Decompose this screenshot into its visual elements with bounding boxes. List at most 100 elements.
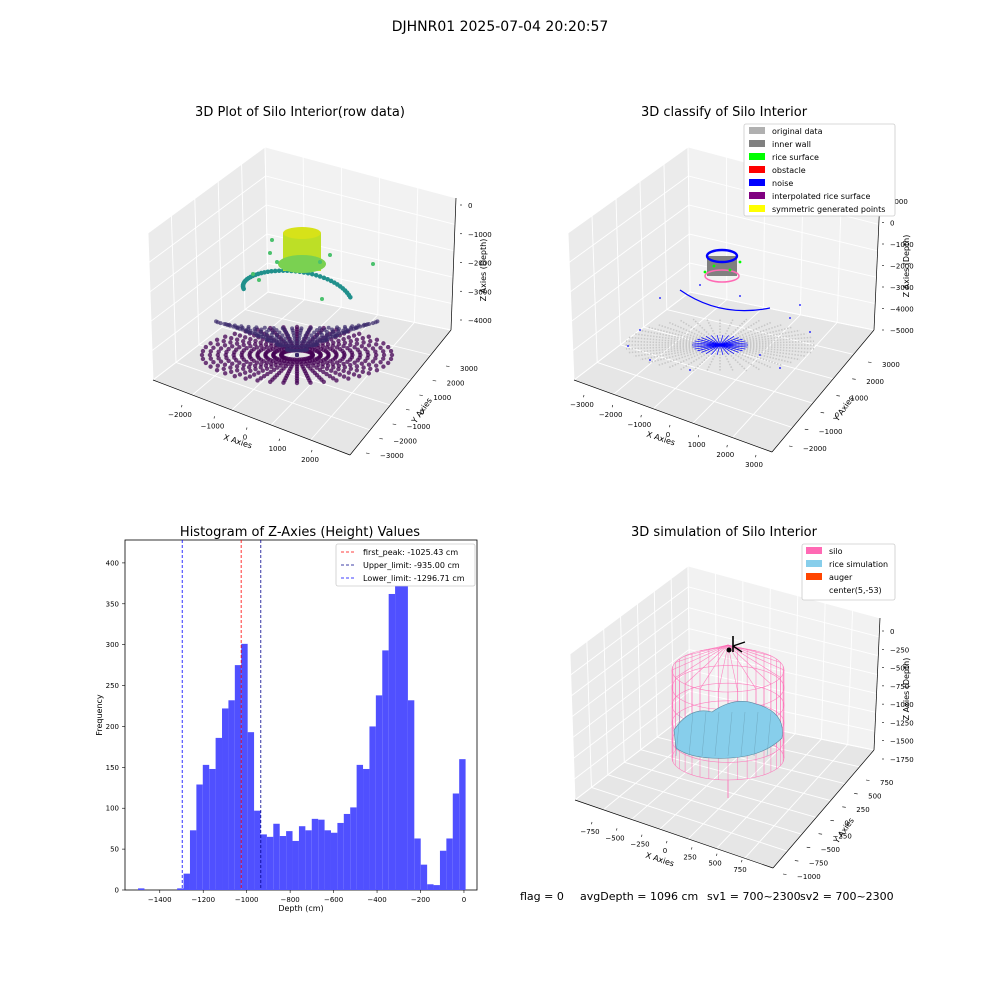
raw-point [324,366,330,371]
y-tick-label: 250 [106,682,119,690]
y-axis-line [771,329,875,453]
tick-label: −500 [821,846,840,854]
legend-swatch [806,547,822,554]
histogram-bar [177,888,184,890]
raw-point [330,327,335,332]
raw-point [203,360,209,366]
noise-point [627,345,629,347]
noise-ray [719,344,729,355]
raw-point [287,336,292,341]
noise-point [809,331,811,333]
grid-line [264,146,269,293]
floor-pane [575,712,874,868]
grid-line [569,653,576,801]
histogram-bar [414,838,421,890]
histogram-bar [427,884,434,890]
histogram-bar [420,864,428,890]
histogram-bar [311,818,319,890]
histogram-bar [209,768,216,890]
raw-point [385,360,391,366]
raw-point [317,326,322,331]
raw-point [357,373,362,379]
noise-ray [692,342,721,346]
tick-label: −3000 [380,452,404,460]
raw-3d-plot: 3D Plot of Silo Interior(row data) −2000… [147,105,492,464]
grid-line [687,146,691,293]
noise-ray [701,337,721,346]
grid-line [624,761,817,818]
raw-point [299,326,304,331]
histogram-bar [254,810,261,890]
tick-label: 0 [243,434,247,442]
raw-point [274,342,279,347]
histogram-bar [439,850,447,890]
histogram-bar [292,840,299,890]
tick-mark [820,412,825,414]
histogram-bar [407,700,415,890]
raw-point [295,353,299,357]
raw-point [348,366,354,371]
raw-point [341,350,347,356]
raw-point [341,336,346,342]
raw-point [314,328,319,333]
grid-line [643,326,834,380]
legend-label: silo [829,547,843,556]
tick-mark [818,833,823,835]
legend-swatch [749,127,765,134]
raw-point [223,371,228,376]
grid-line [567,232,575,381]
original-ray [633,332,721,346]
raw-point [226,346,231,352]
raw-point [333,370,338,375]
raw-point [341,368,346,374]
y-tick-label: 0 [115,887,119,895]
raw-point [282,339,287,344]
original-ray [692,318,721,346]
raw-point [348,339,354,344]
z-axis-line [873,617,881,751]
histogram-bar [375,695,383,890]
tick-label: −3000 [890,284,914,292]
tick-mark [854,793,858,795]
raw-point [248,336,253,342]
raw-point [336,363,342,368]
raw-point [318,351,323,357]
tick-mark [591,821,593,825]
raw-point [329,368,334,373]
x-tick-label: −400 [367,896,386,904]
tick-label: −2000 [890,263,914,271]
histogram-bar [222,708,229,890]
tick-mark [836,395,840,397]
legend-label: Lower_limit: -1296.71 cm [363,574,465,583]
noise-ray [705,344,721,354]
silo-roof-line [727,644,781,678]
tick-label: −2000 [468,260,492,268]
raw-point [374,342,379,347]
raw-point [351,372,357,377]
grid-line [794,595,799,734]
left-pane [148,147,268,380]
raw-point [200,356,206,362]
grid-line [732,322,838,438]
y-axis-line [772,749,875,869]
raw-point [374,367,380,373]
classify-legend-entries: original data inner wall rice surface obsta… [749,127,885,214]
raw-point [214,319,219,324]
raw-point [308,326,313,331]
raw-point [349,350,355,355]
raw-point [360,369,366,375]
raw-point [359,344,365,349]
y-tick-label: 350 [106,600,119,608]
histogram-bar [273,823,280,890]
raw-point [277,330,282,335]
raw-point [252,342,258,347]
raw-point [378,345,383,350]
tick-label: −1000 [468,231,492,239]
noise-ray [719,340,746,346]
simulation-3d-ticks: −750 −500 −250 0 250 500 750 750 500 250 0 −250 −500… [580,628,913,881]
original-ray [692,344,721,372]
noise-point [649,359,651,361]
histogram-bar [183,873,190,890]
sv1-text: sv1 = 700~2300 [707,890,801,903]
legend-label: obstacle [772,166,806,175]
